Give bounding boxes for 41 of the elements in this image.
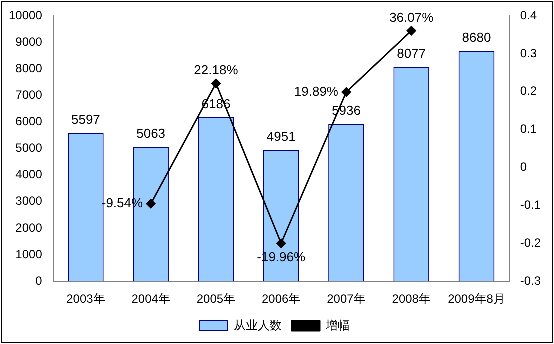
y2-tick-label: 0.2 (520, 84, 538, 98)
x-tick-label: 2008年 (392, 292, 431, 306)
y2-tick-label: -0.3 (520, 274, 542, 288)
point (211, 78, 221, 88)
data-label: 4951 (266, 129, 296, 144)
y2-tick-label: -0.2 (520, 236, 542, 250)
legend-label: 从业人数 (234, 318, 282, 332)
y-tick-label: 8000 (16, 61, 43, 76)
point (276, 238, 286, 248)
y-tick-label: 3000 (16, 194, 43, 208)
y-tick-label: 5000 (16, 141, 43, 156)
y2-tick-label: 0.1 (520, 122, 538, 136)
y2-tick-label: 0.3 (520, 46, 538, 60)
y2-tick-label: 0 (520, 160, 528, 174)
data-label: 5063 (136, 126, 166, 142)
x-tick-label: 2004年 (132, 292, 170, 306)
y-tick-label: 6000 (16, 114, 43, 129)
point (406, 26, 416, 36)
data-label: 8680 (462, 30, 492, 46)
y-tick-label: 9000 (16, 34, 43, 49)
y-tick-label: 1000 (16, 247, 43, 262)
legend-label: 增幅 (325, 318, 350, 332)
data-label: 8077 (397, 46, 426, 62)
y2-tick-label: 0.4 (520, 8, 538, 22)
x-tick-label: 2006年 (262, 292, 301, 306)
y-tick-label: 0 (36, 274, 43, 288)
y-tick-label: 4000 (16, 168, 43, 182)
data-label: 19.89% (294, 84, 339, 99)
x-tick-label: 2003年 (66, 292, 106, 306)
x-tick-label: 2005年 (196, 292, 236, 306)
data-label: 22.18% (194, 62, 239, 78)
point (342, 88, 352, 98)
data-label: 5597 (71, 112, 100, 128)
y-tick-label: 10000 (8, 8, 43, 22)
x-tick-label: 2009年8月 (448, 292, 506, 306)
y-tick-label: 2000 (16, 220, 43, 235)
point (146, 199, 156, 209)
y-tick-label: 7000 (16, 88, 43, 102)
data-label: 36.07% (390, 10, 434, 25)
y2-tick-label: -0.1 (520, 198, 542, 212)
x-tick-label: 2007年 (327, 292, 366, 306)
